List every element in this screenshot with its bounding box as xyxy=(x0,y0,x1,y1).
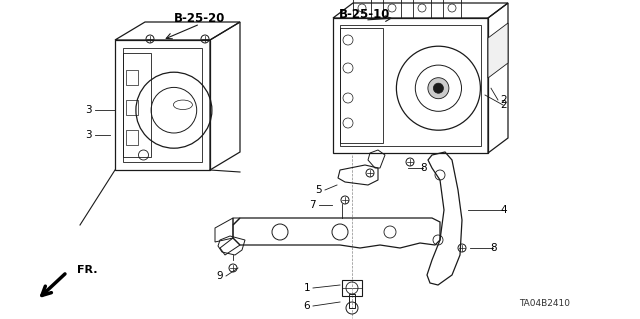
Text: TA04B2410: TA04B2410 xyxy=(519,299,570,308)
Text: 2: 2 xyxy=(500,100,507,110)
Text: 8: 8 xyxy=(420,163,427,173)
Text: 9: 9 xyxy=(216,271,223,281)
Text: 2: 2 xyxy=(500,95,507,105)
Text: 6: 6 xyxy=(303,301,310,311)
Circle shape xyxy=(433,83,444,93)
Polygon shape xyxy=(488,23,508,78)
Bar xyxy=(126,100,138,115)
Bar xyxy=(413,0,431,18)
Text: FR.: FR. xyxy=(77,265,97,275)
Text: B-25-10: B-25-10 xyxy=(339,8,390,21)
Bar xyxy=(443,0,461,18)
Bar xyxy=(383,0,401,18)
Bar xyxy=(126,70,138,85)
Text: 3: 3 xyxy=(85,105,92,115)
Text: 1: 1 xyxy=(303,283,310,293)
Text: 8: 8 xyxy=(490,243,497,253)
Text: 5: 5 xyxy=(316,185,322,195)
Text: 4: 4 xyxy=(500,205,507,215)
Bar xyxy=(126,130,138,145)
Text: B-25-20: B-25-20 xyxy=(174,12,226,25)
Bar xyxy=(349,294,355,308)
Circle shape xyxy=(428,78,449,99)
Bar xyxy=(342,280,362,296)
Text: 3: 3 xyxy=(85,130,92,140)
Bar xyxy=(353,0,371,18)
Text: 7: 7 xyxy=(309,200,316,210)
